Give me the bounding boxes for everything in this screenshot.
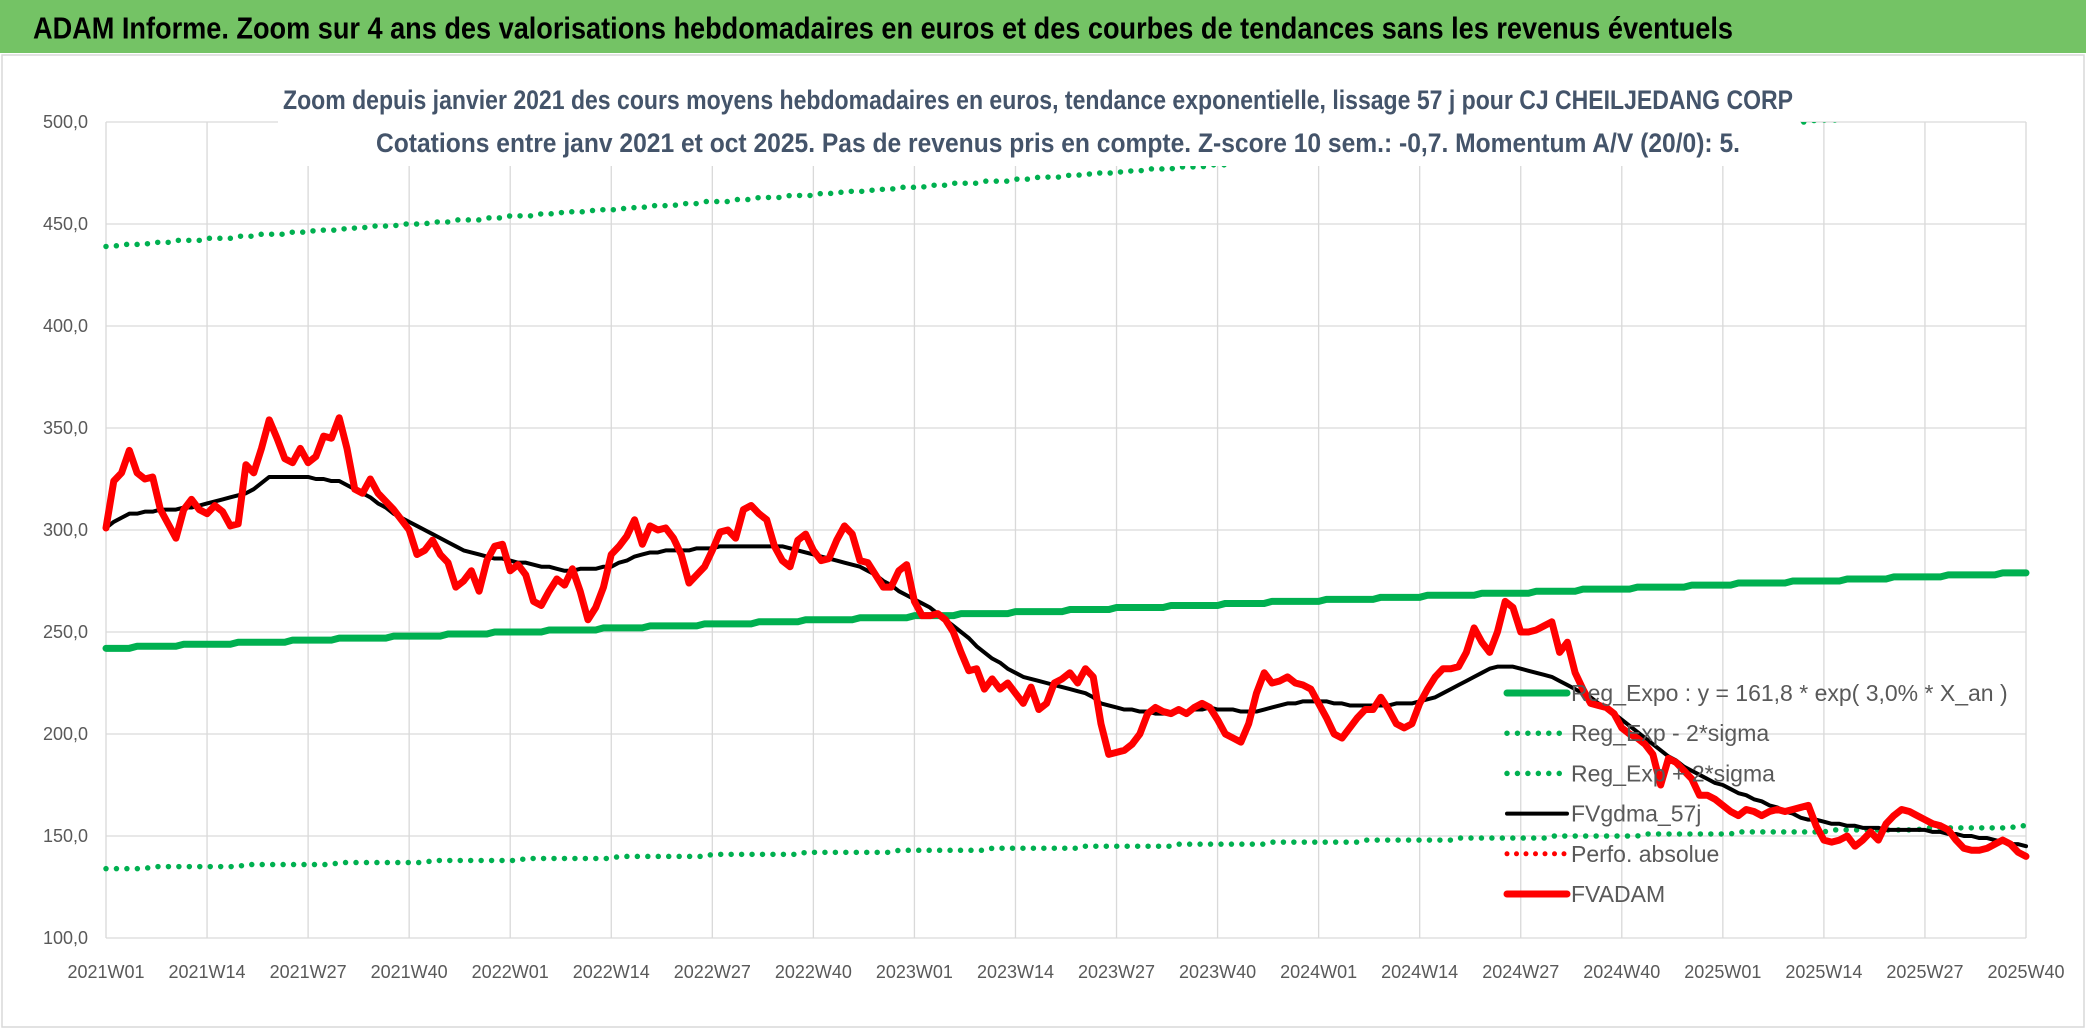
x-tick-label: 2022W40 (775, 962, 852, 982)
x-tick-label: 2025W27 (1886, 962, 1963, 982)
x-tick-label: 2024W14 (1381, 962, 1458, 982)
y-tick-label: 400,0 (43, 316, 88, 336)
legend-label: Reg_Exp - 2*sigma (1571, 720, 1769, 746)
legend-label: Reg_Expo : y = 161,8 * exp( 3,0% * X_an … (1571, 680, 2008, 706)
legend-label: FVADAM (1571, 881, 1665, 907)
plot-lines (102, 122, 2030, 872)
legend: Reg_Expo : y = 161,8 * exp( 3,0% * X_an … (1503, 680, 2008, 907)
x-tick-label: 2025W40 (1987, 962, 2064, 982)
x-tick-label: 2021W27 (270, 962, 347, 982)
header-bar (0, 0, 2086, 53)
x-tick-label: 2022W14 (573, 962, 650, 982)
y-tick-label: 350,0 (43, 418, 88, 438)
y-tick-label: 250,0 (43, 622, 88, 642)
series-line (103, 823, 2029, 872)
chart-title: Zoom depuis janvier 2021 des cours moyen… (283, 85, 1793, 115)
series-line (103, 122, 1843, 250)
series-line (104, 474, 2028, 849)
x-tick-label: 2021W01 (67, 962, 144, 982)
x-tick-label: 2023W14 (977, 962, 1054, 982)
x-tick-label: 2022W01 (472, 962, 549, 982)
y-tick-label: 200,0 (43, 724, 88, 744)
x-tick-label: 2023W01 (876, 962, 953, 982)
chart-area (1, 54, 2085, 1028)
x-tick-label: 2021W14 (169, 962, 246, 982)
x-tick-label: 2022W27 (674, 962, 751, 982)
y-tick-label: 300,0 (43, 520, 88, 540)
x-tick-label: 2025W14 (1785, 962, 1862, 982)
legend-label: FVgdma_57j (1571, 801, 1701, 827)
x-tick-label: 2023W40 (1179, 962, 1256, 982)
x-tick-label: 2024W01 (1280, 962, 1357, 982)
title-background (278, 78, 1800, 166)
y-tick-label: 450,0 (43, 214, 88, 234)
y-tick-label: 500,0 (43, 112, 88, 132)
x-tick-label: 2023W27 (1078, 962, 1155, 982)
x-tick-label: 2024W40 (1583, 962, 1660, 982)
y-tick-label: 150,0 (43, 826, 88, 846)
x-tick-label: 2024W27 (1482, 962, 1559, 982)
y-tick-label: 100,0 (43, 928, 88, 948)
x-tick-label: 2021W40 (371, 962, 448, 982)
series-line (102, 414, 2030, 860)
legend-label: Perfo. absolue (1571, 841, 1719, 867)
title-box: Zoom depuis janvier 2021 des cours moyen… (278, 78, 1800, 166)
legend-label: Reg_Exp + 2*sigma (1571, 760, 1775, 786)
x-tick-label: 2025W01 (1684, 962, 1761, 982)
chart-subtitle: Cotations entre janv 2021 et oct 2025. P… (376, 128, 1740, 158)
series-line (102, 569, 2030, 652)
header-title: ADAM Informe. Zoom sur 4 ans des valoris… (33, 11, 1733, 46)
